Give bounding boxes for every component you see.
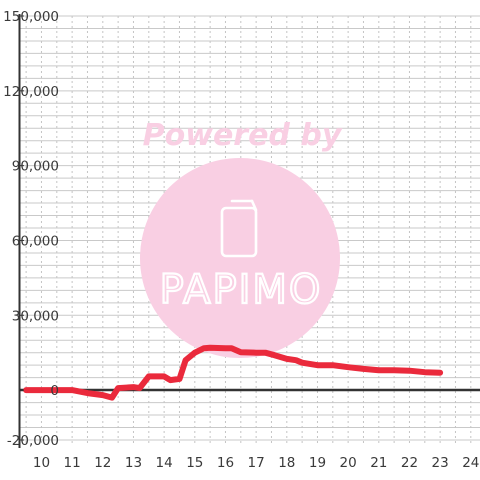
x-tick-label: 21	[370, 455, 387, 471]
x-tick-label: 13	[125, 455, 142, 471]
x-tick-label: 18	[278, 455, 295, 471]
x-tick-label: 22	[401, 455, 418, 471]
x-tick-label: 12	[94, 455, 111, 471]
watermark: Powered by PAPIMO	[140, 118, 343, 358]
phone-icon	[220, 199, 258, 258]
y-tick-label: 30,000	[12, 308, 59, 324]
x-tick-label: 11	[64, 455, 81, 471]
x-tick-label: 19	[309, 455, 326, 471]
x-tick-label: 23	[432, 455, 449, 471]
x-tick-labels: 10 11 12 13 14 15 16 17 18 19 20 21 22 23 24	[33, 455, 480, 471]
y-tick-label: 150,000	[3, 9, 59, 25]
x-tick-label: 15	[186, 455, 203, 471]
y-tick-label: 0	[50, 383, 59, 399]
y-tick-label: 120,000	[3, 84, 59, 100]
y-tick-labels: 150,000 120,000 90,000 60,000 30,000 0 -20,000	[3, 9, 59, 449]
y-tick-label: 60,000	[12, 233, 59, 249]
x-tick-label: 24	[462, 455, 479, 471]
x-tick-label: 20	[340, 455, 357, 471]
y-tick-label: -20,000	[7, 433, 59, 449]
series-group	[23, 344, 444, 401]
series-line-0	[23, 344, 444, 401]
y-tick-label: 90,000	[12, 159, 59, 175]
watermark-powered-by: Powered by	[143, 118, 343, 153]
watermark-circle	[140, 158, 340, 358]
x-tick-label: 10	[33, 455, 50, 471]
x-tick-label: 16	[217, 455, 234, 471]
x-tick-label: 14	[156, 455, 173, 471]
x-tick-label: 17	[248, 455, 265, 471]
axes	[18, 14, 480, 448]
watermark-brand: PAPIMO	[160, 267, 323, 313]
